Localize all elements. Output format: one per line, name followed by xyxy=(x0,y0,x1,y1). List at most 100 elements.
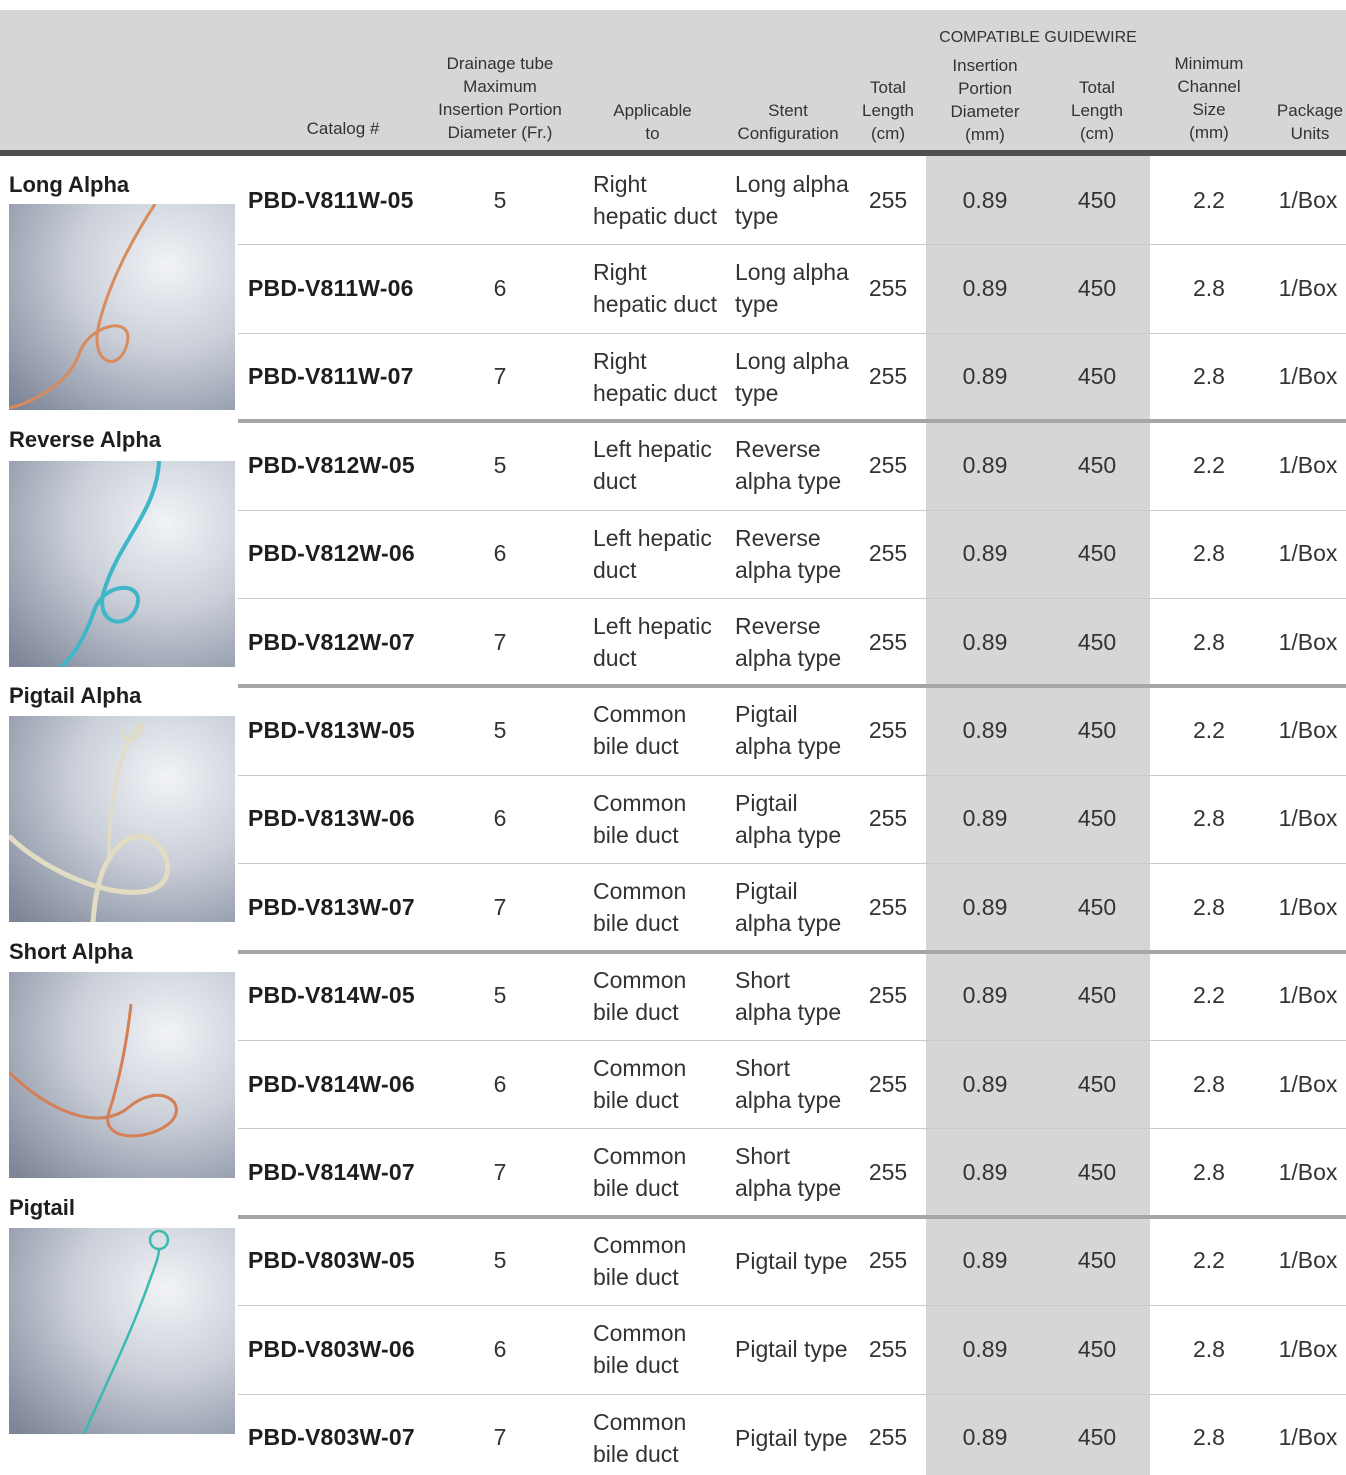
drainage-diameter-value: 7 xyxy=(440,1394,560,1475)
catalog-number-text: PBD-V812W-07 xyxy=(248,628,415,655)
applicable-value-text: Common bile duct xyxy=(593,701,687,760)
applicable-value-text: Right hepatic duct xyxy=(593,347,718,406)
guidewire-diameter-value-text: 0.89 xyxy=(962,1070,1008,1097)
stent-config-value-text: Reverse alpha type xyxy=(735,613,842,671)
stent-config-value-text: Short alpha type xyxy=(735,966,842,1025)
package-units-value-text: 1/Box xyxy=(1278,363,1338,390)
guidewire-length-value-text: 450 xyxy=(1077,540,1117,567)
catalog-number: PBD-V803W-05 xyxy=(248,1217,418,1305)
total-length-value: 255 xyxy=(852,686,924,774)
package-units-value-text: 1/Box xyxy=(1278,1247,1338,1274)
total-length-value-text: 255 xyxy=(868,186,908,213)
catalog-number: PBD-V814W-07 xyxy=(248,1128,418,1216)
stent-config-value-text: Reverse alpha type xyxy=(735,524,842,583)
drainage-diameter-value-text: 7 xyxy=(493,1424,507,1451)
guidewire-diameter-value-text: 0.89 xyxy=(962,363,1008,390)
package-units-value: 1/Box xyxy=(1268,1217,1346,1305)
catalog-number-text: PBD-V813W-05 xyxy=(248,716,415,743)
guidewire-length-value: 450 xyxy=(1044,510,1150,598)
total-length-value: 255 xyxy=(852,510,924,598)
guidewire-length-value: 450 xyxy=(1044,421,1150,509)
applicable-value-text: Common bile duct xyxy=(593,1320,687,1379)
total-length-value: 255 xyxy=(852,863,924,951)
stent-config-value: Reverse alpha type xyxy=(735,421,855,509)
total-length-value-text: 255 xyxy=(868,982,908,1009)
header-total-length: Total Length (cm) xyxy=(862,78,914,143)
guidewire-diameter-value: 0.89 xyxy=(926,1217,1044,1305)
package-units-value: 1/Box xyxy=(1268,510,1346,598)
stent-config-value-text: Short alpha type xyxy=(735,1143,842,1202)
guidewire-length-value: 450 xyxy=(1044,1040,1150,1128)
guidewire-diameter-value: 0.89 xyxy=(926,775,1044,863)
minimum-channel-value-text: 2.2 xyxy=(1193,451,1225,478)
group-divider xyxy=(238,1214,1346,1219)
drainage-diameter-value: 7 xyxy=(440,863,560,951)
applicable-value: Right hepatic duct xyxy=(593,333,728,421)
applicable-value: Common bile duct xyxy=(593,1128,728,1216)
catalog-number-text: PBD-V803W-07 xyxy=(248,1424,415,1451)
guidewire-length-value: 450 xyxy=(1044,775,1150,863)
package-units-value: 1/Box xyxy=(1268,244,1346,332)
drainage-diameter-value: 6 xyxy=(440,1040,560,1128)
guidewire-diameter-value-text: 0.89 xyxy=(962,716,1008,743)
catalog-number-text: PBD-V812W-05 xyxy=(248,451,415,478)
guidewire-length-value-text: 450 xyxy=(1077,982,1117,1009)
total-length-value: 255 xyxy=(852,421,924,509)
guidewire-length-value-text: 450 xyxy=(1077,363,1117,390)
catalog-number: PBD-V803W-07 xyxy=(248,1394,418,1475)
guidewire-diameter-value: 0.89 xyxy=(926,1305,1044,1393)
catalog-number-text: PBD-V814W-06 xyxy=(248,1070,415,1097)
header-drainage-diameter: Drainage tube Maximum Insertion Portion … xyxy=(438,54,562,142)
package-units-value-text: 1/Box xyxy=(1278,540,1338,567)
total-length-value-text: 255 xyxy=(868,805,908,832)
total-length-value: 255 xyxy=(852,1217,924,1305)
applicable-value: Common bile duct xyxy=(593,863,728,951)
drainage-diameter-value: 5 xyxy=(440,156,560,244)
catalog-number-text: PBD-V811W-07 xyxy=(248,363,414,390)
applicable-value-text: Common bile duct xyxy=(593,789,687,848)
row-divider xyxy=(238,1305,1346,1307)
reverse-alpha-catheter-photo xyxy=(9,461,235,667)
minimum-channel-value-text: 2.8 xyxy=(1193,363,1225,390)
applicable-value-text: Right hepatic duct xyxy=(593,171,718,229)
group-label: Pigtail xyxy=(9,1195,76,1220)
package-units-value: 1/Box xyxy=(1268,156,1346,244)
guidewire-diameter-value-text: 0.89 xyxy=(962,274,1008,301)
minimum-channel-value-text: 2.8 xyxy=(1193,1070,1225,1097)
catalog-number: PBD-V812W-05 xyxy=(248,421,418,509)
drainage-diameter-value: 5 xyxy=(440,421,560,509)
total-length-value-text: 255 xyxy=(868,893,908,920)
drainage-diameter-value-text: 7 xyxy=(493,893,507,920)
guidewire-length-value: 450 xyxy=(1044,952,1150,1040)
stent-config-value: Long alpha type xyxy=(735,156,855,244)
header-package-units: Package Units xyxy=(1276,101,1344,143)
guidewire-diameter-value: 0.89 xyxy=(926,510,1044,598)
catalog-number: PBD-V812W-06 xyxy=(248,510,418,598)
guidewire-diameter-value: 0.89 xyxy=(926,1128,1044,1216)
catalog-number-text: PBD-V803W-06 xyxy=(248,1335,415,1362)
catalog-number-text: PBD-V803W-05 xyxy=(248,1247,415,1274)
total-length-value: 255 xyxy=(852,1394,924,1475)
package-units-value-text: 1/Box xyxy=(1278,628,1338,655)
package-units-value-text: 1/Box xyxy=(1278,451,1338,478)
catalog-number-text: PBD-V814W-07 xyxy=(248,1158,415,1185)
package-units-value: 1/Box xyxy=(1268,1040,1346,1128)
guidewire-length-value-text: 450 xyxy=(1077,1158,1117,1185)
drainage-diameter-value-text: 5 xyxy=(493,451,507,478)
guidewire-diameter-value: 0.89 xyxy=(926,156,1044,244)
catalog-number: PBD-V813W-07 xyxy=(248,863,418,951)
guidewire-diameter-value-text: 0.89 xyxy=(962,1247,1008,1274)
minimum-channel-value: 2.8 xyxy=(1150,333,1268,421)
guidewire-diameter-value: 0.89 xyxy=(926,952,1044,1040)
long-alpha-catheter-photo xyxy=(9,204,235,410)
package-units-value-text: 1/Box xyxy=(1278,716,1338,743)
total-length-value-text: 255 xyxy=(868,1247,908,1274)
guidewire-diameter-value-text: 0.89 xyxy=(962,982,1008,1009)
stent-config-value-text: Long alpha type xyxy=(735,347,849,406)
minimum-channel-value: 2.8 xyxy=(1150,1305,1268,1393)
applicable-value-text: Common bile duct xyxy=(593,878,687,937)
package-units-value-text: 1/Box xyxy=(1278,805,1338,832)
total-length-value: 255 xyxy=(852,156,924,244)
drainage-diameter-value-text: 7 xyxy=(493,628,507,655)
catalog-number: PBD-V811W-07 xyxy=(248,333,418,421)
